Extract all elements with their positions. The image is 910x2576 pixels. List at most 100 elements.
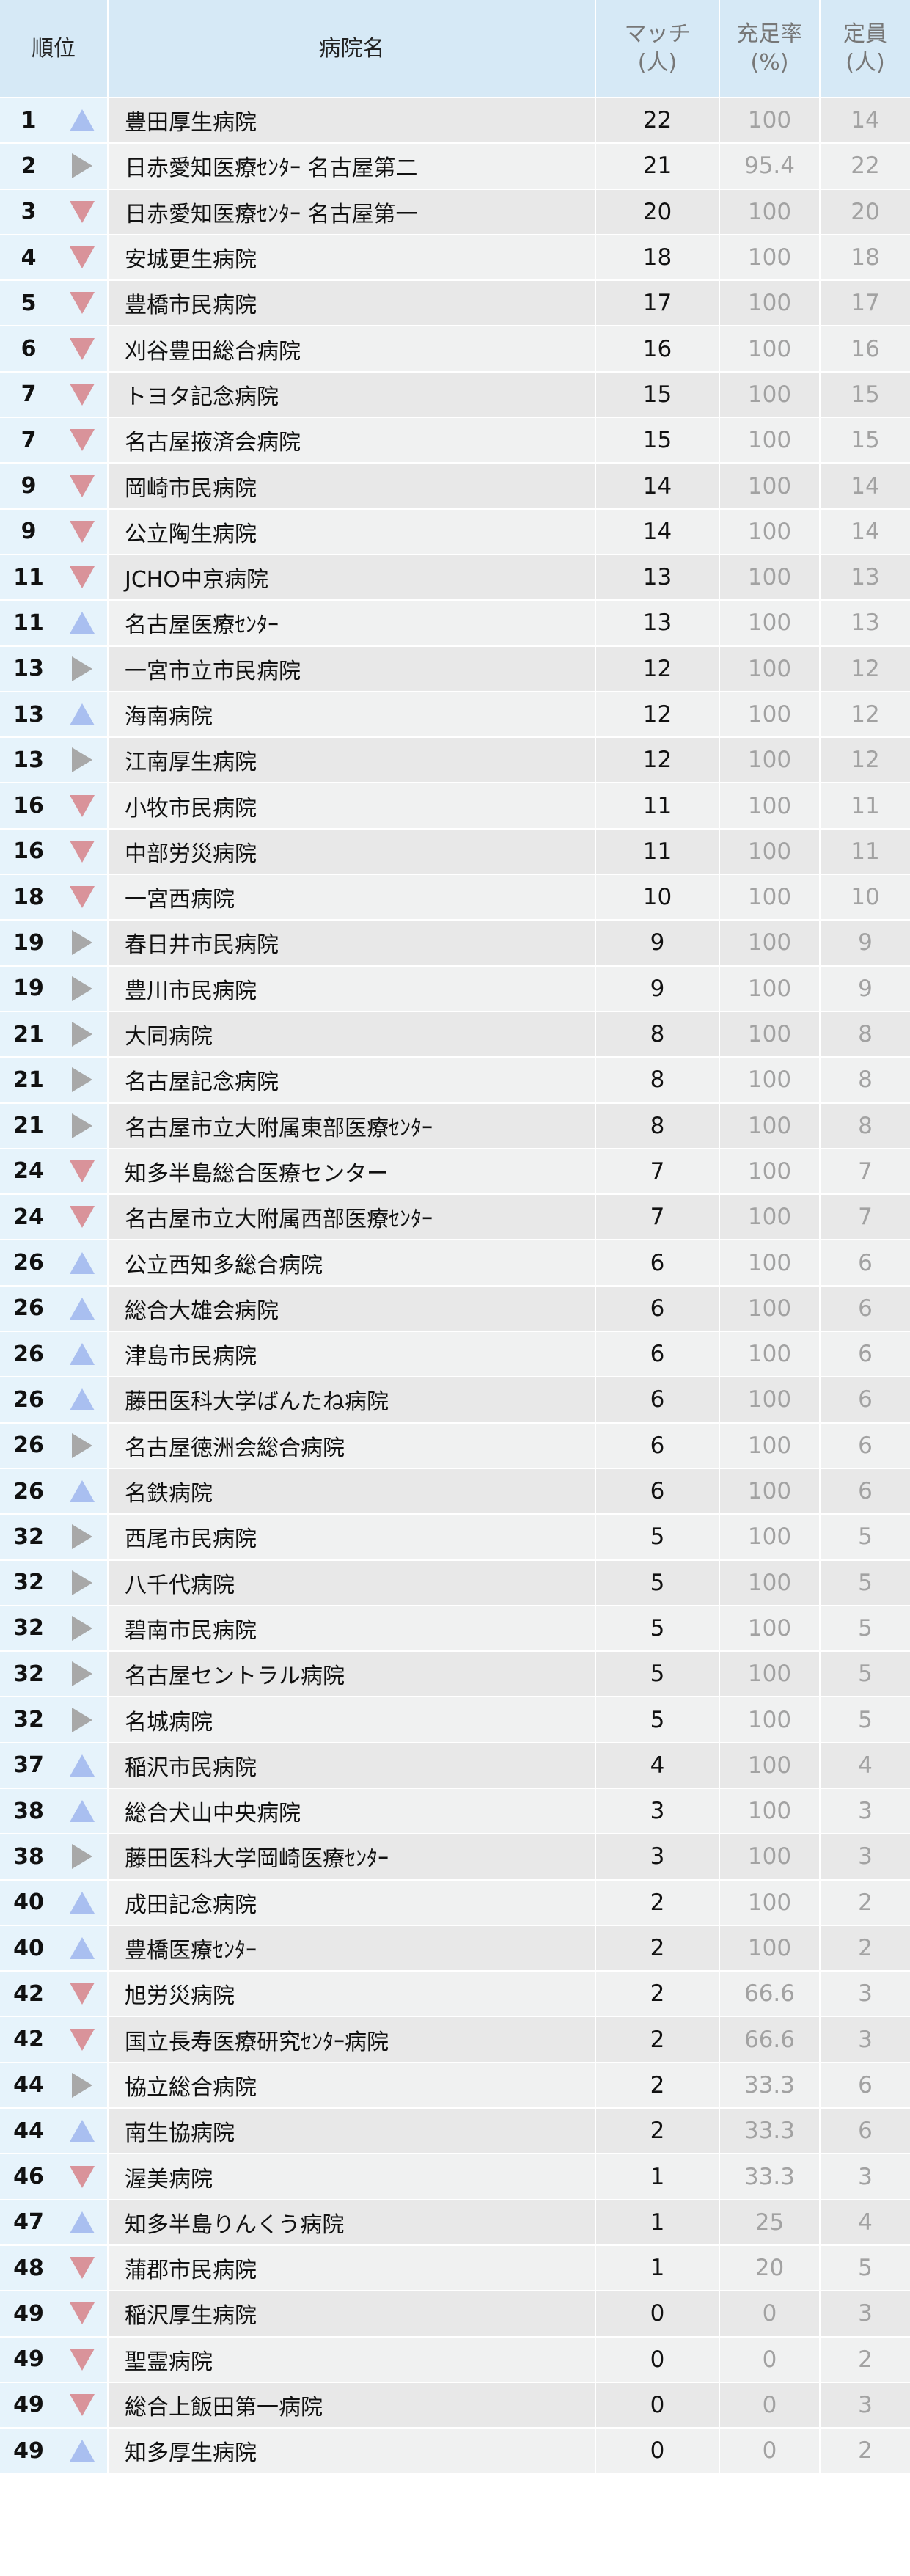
- trend-down-icon: [70, 840, 95, 863]
- trend-cell: [57, 2200, 107, 2244]
- trend-cell: [57, 1377, 107, 1422]
- match-count: 6: [595, 1240, 719, 1285]
- fill-rate: 100: [719, 372, 819, 417]
- hospital-name: 名古屋セントラル病院: [107, 1652, 595, 1697]
- table-row: 19 豊川市民病院 9 100 9: [0, 966, 910, 1011]
- capacity: 2: [819, 1925, 910, 1971]
- trend-cell: [57, 1788, 107, 1834]
- capacity: 4: [819, 2200, 910, 2244]
- fill-rate: 0: [719, 2291, 819, 2336]
- trend-cell: [57, 966, 107, 1011]
- rank-cell: 38: [0, 1834, 57, 1879]
- hospital-name: 中部労災病院: [107, 829, 595, 874]
- table-row: 24 名古屋市立大附属西部医療ｾﾝﾀｰ 7 100 7: [0, 1195, 910, 1240]
- table-row: 32 名古屋セントラル病院 5 100 5: [0, 1652, 910, 1697]
- fill-rate: 100: [719, 829, 819, 874]
- fill-rate: 66.6: [719, 2017, 819, 2062]
- trend-cell: [57, 1149, 107, 1194]
- fill-rate: 100: [719, 738, 819, 783]
- trend-same-icon: [72, 1707, 92, 1732]
- table-row: 26 名古屋徳洲会総合病院 6 100 6: [0, 1423, 910, 1468]
- trend-cell: [57, 1515, 107, 1559]
- capacity: 5: [819, 1652, 910, 1697]
- table-row: 18 一宮西病院 10 100 10: [0, 875, 910, 920]
- fill-rate: 100: [719, 921, 819, 965]
- match-count: 11: [595, 783, 719, 828]
- fill-rate: 100: [719, 1743, 819, 1788]
- trend-same-icon: [72, 656, 92, 681]
- match-count: 9: [595, 966, 719, 1011]
- rank-cell: 5: [0, 281, 57, 326]
- trend-cell: [57, 2017, 107, 2062]
- trend-cell: [57, 98, 107, 143]
- hospital-name: 西尾市民病院: [107, 1515, 595, 1559]
- table-header: 順位 病院名 マッチ (人) 充足率 (%) 定員 (人): [0, 0, 910, 97]
- table-row: 3 日赤愛知医療ｾﾝﾀｰ 名古屋第一 20 100 20: [0, 189, 910, 234]
- trend-down-icon: [70, 2302, 95, 2325]
- trend-up-icon: [70, 1343, 95, 1366]
- fill-rate: 0: [719, 2429, 819, 2473]
- table-row: 32 碧南市民病院 5 100 5: [0, 1606, 910, 1651]
- fill-rate: 100: [719, 1925, 819, 1971]
- match-count: 13: [595, 601, 719, 645]
- table-row: 49 稲沢厚生病院 0 0 3: [0, 2291, 910, 2336]
- hospital-name: 稲沢市民病院: [107, 1743, 595, 1788]
- rank-cell: 24: [0, 1195, 57, 1240]
- match-count: 10: [595, 875, 719, 920]
- ranking-table: 順位 病院名 マッチ (人) 充足率 (%) 定員 (人) 1 豊田厚生病院 22 1…: [0, 0, 910, 2473]
- table-row: 32 西尾市民病院 5 100 5: [0, 1515, 910, 1559]
- rank-cell: 32: [0, 1697, 57, 1742]
- table-row: 26 公立西知多総合病院 6 100 6: [0, 1240, 910, 1285]
- fill-rate: 0: [719, 2337, 819, 2382]
- rank-cell: 49: [0, 2291, 57, 2336]
- trend-cell: [57, 372, 107, 417]
- trend-down-icon: [70, 429, 95, 452]
- rank-cell: 32: [0, 1606, 57, 1651]
- trend-cell: [57, 1972, 107, 2016]
- fill-rate: 95.4: [719, 144, 819, 189]
- hospital-name: トヨタ記念病院: [107, 372, 595, 417]
- table-row: 48 蒲郡市民病院 1 20 5: [0, 2245, 910, 2291]
- capacity: 15: [819, 372, 910, 417]
- match-count: 1: [595, 2200, 719, 2244]
- hospital-name: 名古屋市立大附属西部医療ｾﾝﾀｰ: [107, 1195, 595, 1240]
- trend-cell: [57, 1195, 107, 1240]
- fill-rate: 0: [719, 2382, 819, 2428]
- rank-cell: 26: [0, 1240, 57, 1285]
- table-row: 21 名古屋市立大附属東部医療ｾﾝﾀｰ 8 100 8: [0, 1103, 910, 1148]
- trend-cell: [57, 1240, 107, 1285]
- capacity: 10: [819, 875, 910, 920]
- rank-cell: 47: [0, 2200, 57, 2244]
- trend-down-icon: [70, 1206, 95, 1229]
- match-count: 6: [595, 1468, 719, 1514]
- hospital-name: 安城更生病院: [107, 235, 595, 280]
- hospital-name: 公立陶生病院: [107, 509, 595, 554]
- capacity: 6: [819, 1332, 910, 1377]
- hospital-name: 一宮西病院: [107, 875, 595, 920]
- match-count: 14: [595, 464, 719, 508]
- capacity: 2: [819, 1880, 910, 1925]
- table-row: 49 知多厚生病院 0 0 2: [0, 2429, 910, 2473]
- hospital-name: 海南病院: [107, 692, 595, 737]
- table-row: 7 トヨタ記念病院 15 100 15: [0, 372, 910, 417]
- rank-cell: 49: [0, 2382, 57, 2428]
- table-row: 32 八千代病院 5 100 5: [0, 1560, 910, 1605]
- table-row: 11 名古屋医療ｾﾝﾀｰ 13 100 13: [0, 601, 910, 645]
- capacity: 14: [819, 464, 910, 508]
- trend-cell: [57, 235, 107, 280]
- capacity: 13: [819, 555, 910, 600]
- match-count: 18: [595, 235, 719, 280]
- hospital-name: 公立西知多総合病院: [107, 1240, 595, 1285]
- rank-cell: 11: [0, 601, 57, 645]
- capacity: 3: [819, 1972, 910, 2016]
- match-count: 15: [595, 418, 719, 463]
- rank-cell: 11: [0, 555, 57, 600]
- fill-rate: 100: [719, 1652, 819, 1697]
- trend-cell: [57, 921, 107, 965]
- fill-rate: 100: [719, 966, 819, 1011]
- capacity: 5: [819, 1515, 910, 1559]
- trend-up-icon: [70, 612, 95, 634]
- capacity: 3: [819, 2291, 910, 2336]
- match-count: 6: [595, 1332, 719, 1377]
- trend-down-icon: [70, 520, 95, 543]
